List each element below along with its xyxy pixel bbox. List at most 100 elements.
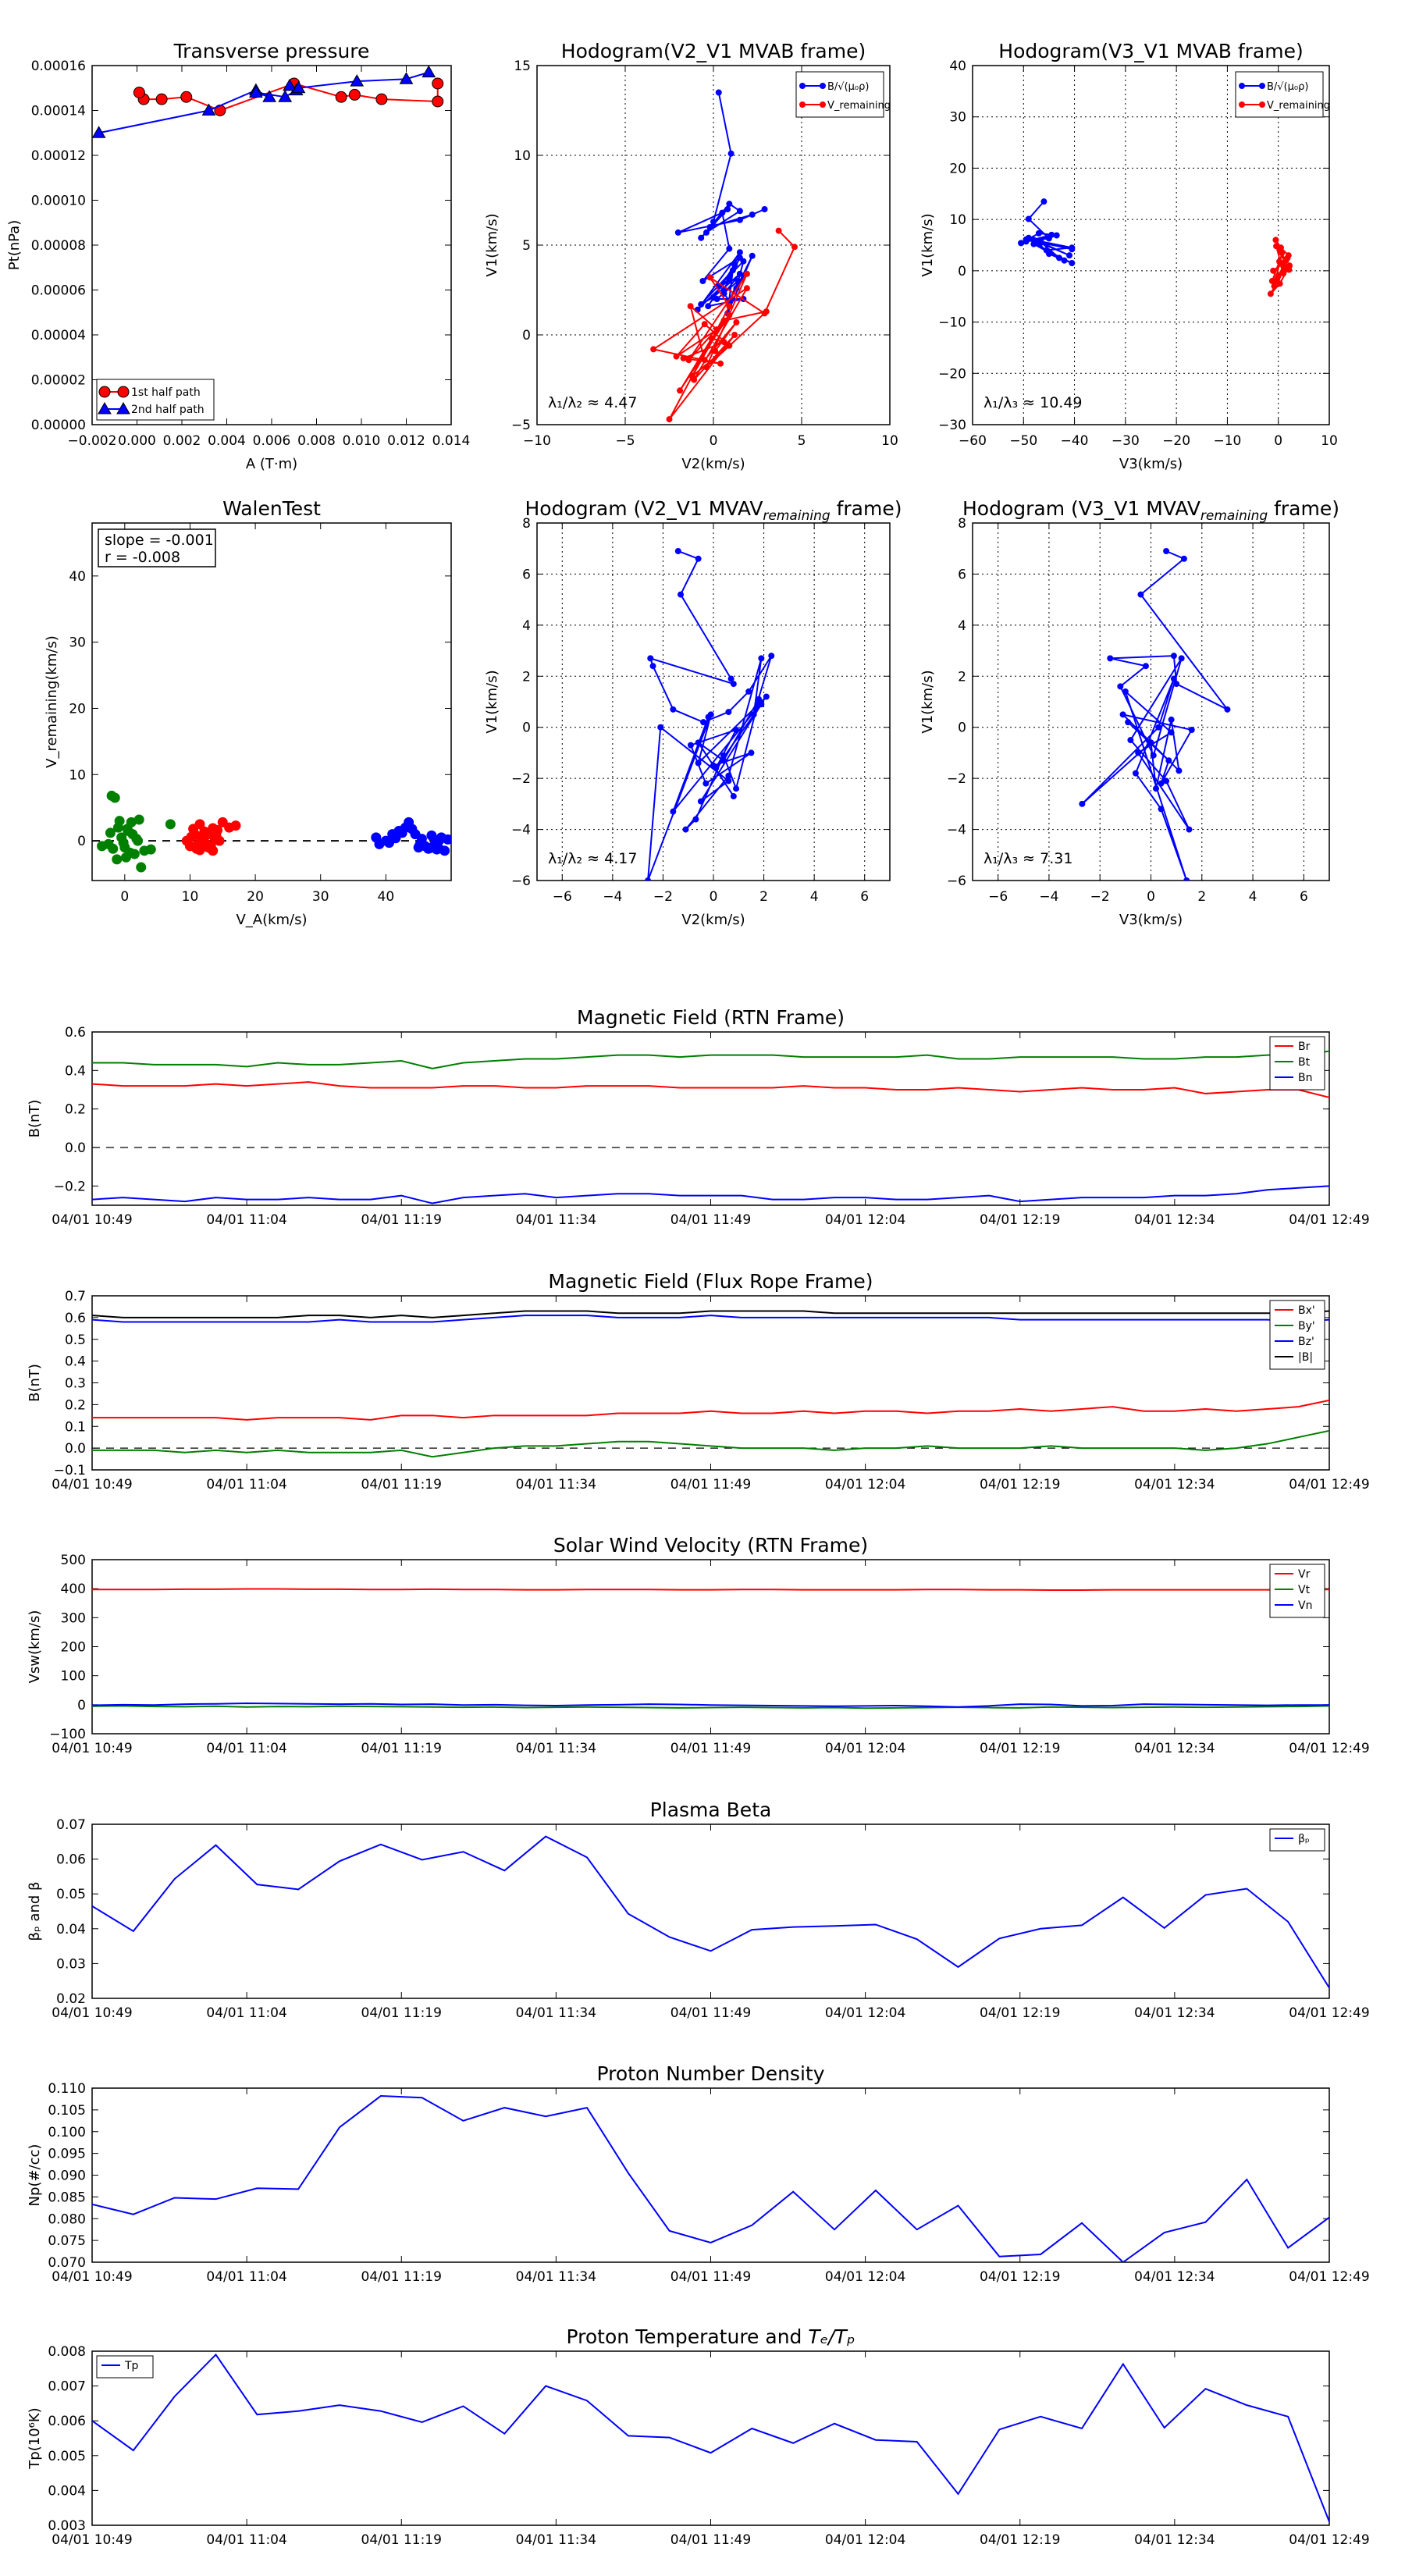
data-point bbox=[1125, 719, 1132, 726]
y-tick-label: 0.080 bbox=[48, 2211, 86, 2227]
data-point bbox=[733, 726, 740, 733]
legend-box bbox=[1269, 1564, 1325, 1618]
data-point bbox=[1158, 806, 1165, 813]
plot-frame bbox=[972, 65, 1330, 425]
data-point bbox=[217, 817, 228, 827]
data-point bbox=[761, 206, 768, 212]
data-point bbox=[1279, 249, 1286, 256]
y-tick-label: 0.008 bbox=[48, 2344, 86, 2360]
title-text-end: frame) bbox=[831, 497, 902, 520]
y-tick-label: 0.4 bbox=[65, 1354, 86, 1370]
data-point bbox=[108, 843, 119, 854]
data-point bbox=[1276, 280, 1283, 287]
x-tick-label: −30 bbox=[1112, 433, 1140, 449]
y-axis-label: Vsw(km/s) bbox=[27, 1610, 43, 1684]
y-tick-label: 10 bbox=[69, 767, 86, 783]
data-point bbox=[720, 752, 727, 759]
plot-frame bbox=[91, 2350, 1330, 2526]
series-line bbox=[92, 1705, 1329, 1710]
plot-frame bbox=[91, 2087, 1330, 2263]
data-point bbox=[125, 847, 136, 858]
hodogram-v3v1-mvav-chart: Hodogram (V3_V1 MVAVremaining frame) −6 −4… bbox=[919, 497, 1339, 928]
title-text: Hodogram(V2_V1 MVAB frame) bbox=[561, 40, 866, 62]
data-point bbox=[736, 208, 743, 215]
x-tick-label: 4 bbox=[1249, 889, 1257, 905]
y-tick-label: −6 bbox=[511, 873, 531, 889]
data-point bbox=[432, 95, 444, 108]
data-point bbox=[1173, 681, 1180, 688]
plasma-beta-chart: Plasma Beta 04/01 10:49 04/01 11:04 04/01 1… bbox=[27, 1799, 1370, 2021]
data-point bbox=[688, 372, 695, 379]
data-point bbox=[249, 85, 263, 98]
data-point bbox=[726, 342, 733, 349]
data-point bbox=[763, 693, 770, 700]
chart-title: Hodogram(V3_V1 MVAB frame) bbox=[998, 40, 1303, 62]
data-point bbox=[701, 357, 708, 364]
data-point bbox=[1150, 752, 1157, 759]
x-tick-label: 0 bbox=[1147, 889, 1155, 905]
data-point bbox=[1135, 749, 1142, 756]
x-tick-label: 04/01 12:19 bbox=[980, 1741, 1060, 1756]
x-tick-label: 04/01 12:04 bbox=[825, 2532, 905, 2548]
data-point bbox=[283, 78, 297, 91]
data-point bbox=[1268, 278, 1275, 284]
y-tick-label: 4 bbox=[522, 618, 531, 634]
x-tick-label: 04/01 12:04 bbox=[825, 1212, 905, 1228]
data-point bbox=[708, 335, 715, 342]
y-tick-label: 40 bbox=[69, 569, 86, 585]
data-point bbox=[262, 90, 276, 102]
data-point bbox=[432, 77, 444, 90]
legend-box bbox=[1269, 1300, 1325, 1370]
series-line bbox=[92, 1588, 1329, 1592]
data-point bbox=[758, 701, 765, 708]
legend-box bbox=[96, 2355, 154, 2379]
data-point bbox=[666, 416, 673, 423]
data-point bbox=[733, 318, 740, 326]
y-tick-label: 0.070 bbox=[48, 2255, 86, 2271]
data-point bbox=[350, 74, 365, 87]
data-point bbox=[1170, 653, 1177, 660]
x-tick-label: 04/01 11:04 bbox=[206, 2532, 286, 2548]
y-tick-label: 0.2 bbox=[65, 1397, 86, 1413]
data-point bbox=[820, 101, 826, 108]
data-point bbox=[291, 80, 306, 94]
data-point bbox=[1079, 800, 1086, 807]
y-tick-label: 0.0 bbox=[65, 1441, 86, 1457]
data-point bbox=[677, 387, 684, 394]
chart-title: Proton Number Density bbox=[597, 2062, 825, 2085]
x-tick-label: 04/01 12:34 bbox=[1134, 2005, 1215, 2021]
data-point bbox=[1066, 252, 1073, 259]
x-tick-label: 04/01 12:34 bbox=[1134, 2269, 1215, 2285]
legend-label: Tp bbox=[124, 2360, 139, 2372]
x-tick-label: 04/01 11:19 bbox=[361, 2532, 442, 2548]
data-point bbox=[1132, 770, 1139, 777]
x-tick-label: 04/01 11:04 bbox=[206, 2005, 286, 2021]
x-tick-label: 4 bbox=[810, 889, 819, 905]
y-tick-label: 0.07 bbox=[56, 1817, 86, 1833]
data-point bbox=[1186, 826, 1193, 833]
solar-wind-velocity-chart: Solar Wind Velocity (RTN Frame) 04/01 10:… bbox=[27, 1534, 1370, 1756]
title-subscript: remaining bbox=[763, 508, 830, 524]
data-point bbox=[705, 713, 712, 720]
walen-points bbox=[92, 790, 451, 873]
data-point bbox=[717, 360, 724, 367]
y-tick-label: −6 bbox=[947, 873, 966, 889]
series-group bbox=[92, 2095, 1329, 2262]
transverse-pressure-chart: Transverse pressure −0.002 0.000 0.002 0.004… bbox=[6, 40, 470, 472]
data-point bbox=[701, 321, 708, 328]
y-tick-label: 0.4 bbox=[65, 1063, 86, 1079]
data-point bbox=[1180, 555, 1187, 562]
data-point bbox=[768, 653, 775, 660]
chart-title: Plasma Beta bbox=[650, 1799, 772, 1821]
y-axis-label: βₚ and β bbox=[27, 1882, 43, 1941]
y-tick-label: −4 bbox=[511, 823, 531, 838]
series-group bbox=[645, 547, 775, 881]
data-point bbox=[194, 845, 205, 856]
y-tick-label: 6 bbox=[958, 567, 966, 582]
data-point bbox=[201, 103, 216, 116]
data-point bbox=[710, 219, 717, 226]
series-line bbox=[92, 1702, 1329, 1708]
x-axis-label: V3(km/s) bbox=[1119, 456, 1183, 472]
data-point bbox=[749, 252, 756, 259]
